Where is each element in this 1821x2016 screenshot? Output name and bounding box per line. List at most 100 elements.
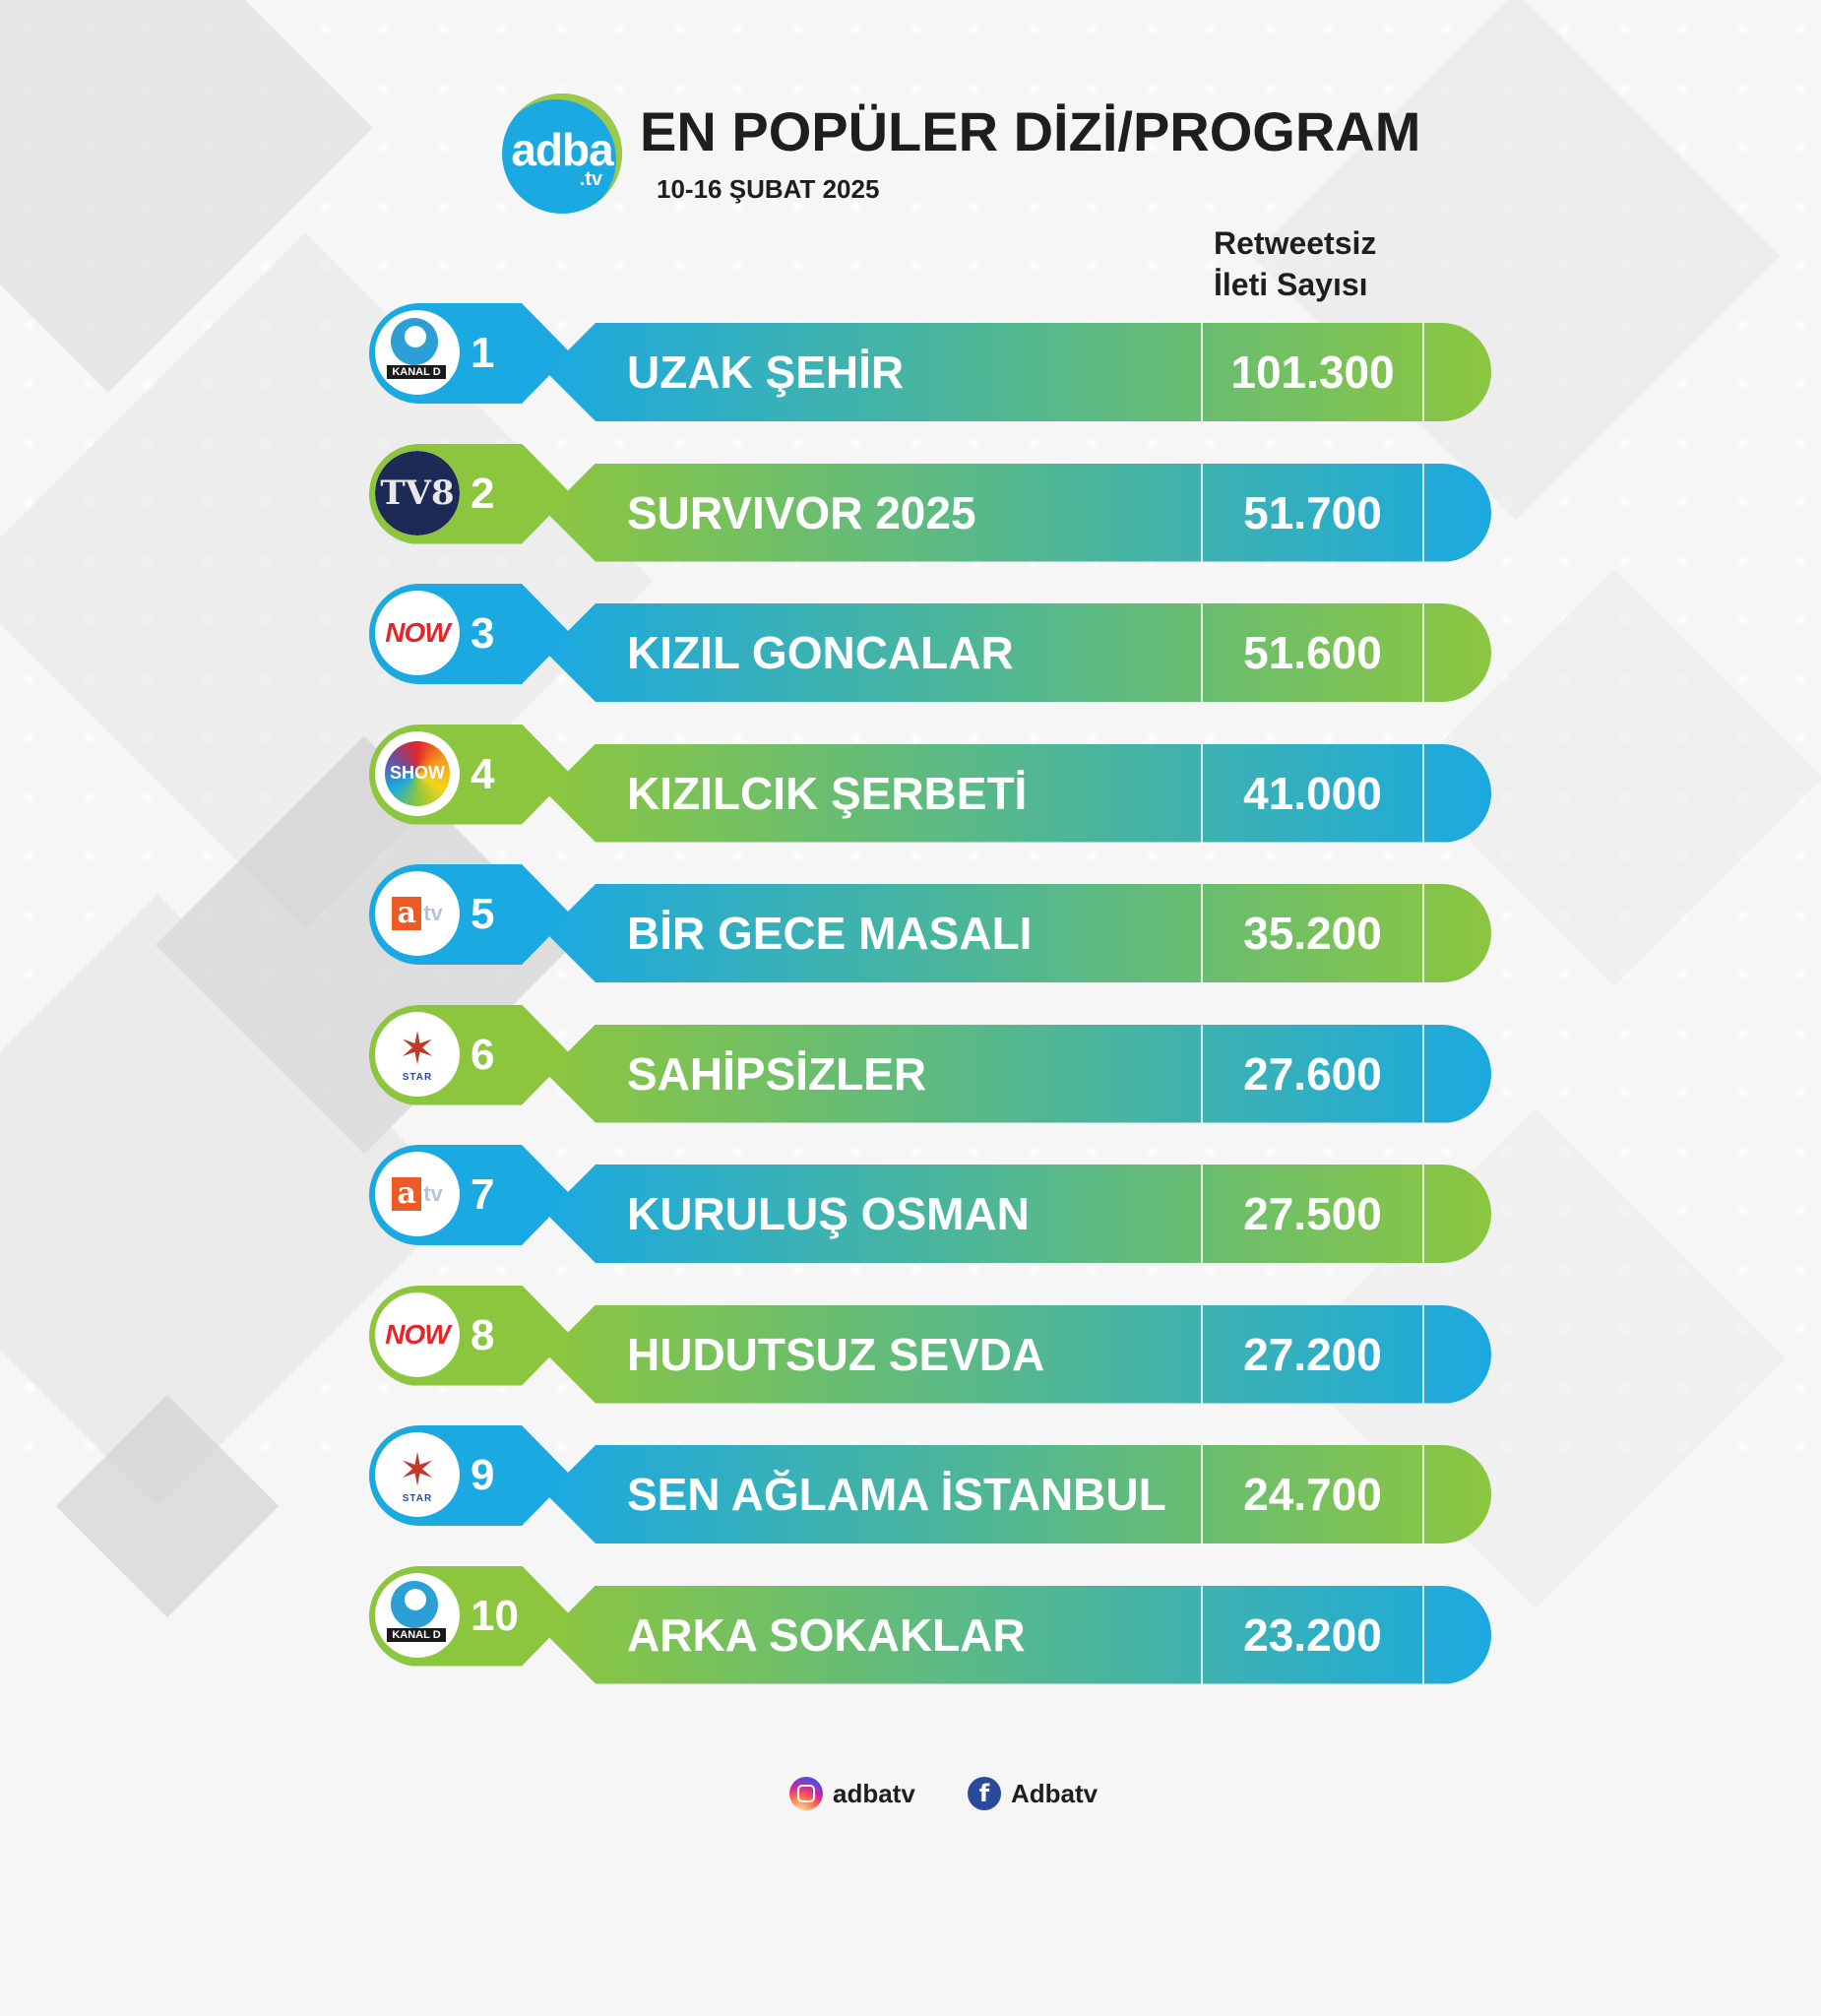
rank-number: 1 [471, 329, 495, 377]
divider [1422, 1304, 1424, 1404]
rank-number: 3 [471, 609, 495, 658]
channel-label: TV8 [380, 472, 455, 513]
divider [1422, 1024, 1424, 1123]
show-logo-icon: SHOW [385, 740, 450, 806]
rank-number: 9 [471, 1451, 495, 1499]
channel-label: SHOW [390, 763, 445, 783]
rank-number: 4 [471, 749, 495, 798]
channel-label: STAR [402, 1492, 433, 1504]
program-name: SAHİPSİZLER [627, 1047, 927, 1100]
channel-label: NOW [385, 617, 450, 648]
post-count: 41.000 [1243, 767, 1382, 819]
program-bar: KIZILCIK ŞERBETİ 41.000 [546, 743, 1491, 843]
channel-logo: a tv [375, 871, 460, 956]
divider [1201, 603, 1203, 702]
post-count: 27.500 [1243, 1188, 1382, 1239]
facebook-icon: f [968, 1777, 1001, 1810]
divider [1201, 1445, 1203, 1544]
rank-number: 7 [471, 1170, 495, 1219]
column-header-line2: İleti Sayısı [1214, 267, 1368, 302]
program-bar: SAHİPSİZLER 27.600 [546, 1024, 1491, 1123]
program-bar: ARKA SOKAKLAR 23.200 [546, 1585, 1491, 1684]
program-bar: SEN AĞLAMA İSTANBUL 24.700 [546, 1445, 1491, 1544]
post-count: 101.300 [1230, 346, 1395, 398]
date-range: 10-16 ŞUBAT 2025 [657, 174, 880, 204]
program-name: UZAK ŞEHİR [627, 346, 905, 398]
instagram-link[interactable]: adbatv [789, 1777, 915, 1810]
divider [1201, 743, 1203, 843]
post-count: 27.600 [1243, 1047, 1382, 1100]
ranking-row: TV8 2 SURVIVOR 2025 51.700 [369, 443, 1491, 566]
divider [1201, 1024, 1203, 1123]
channel-logo: ✶ STAR [375, 1432, 460, 1517]
divider [1201, 1585, 1203, 1684]
post-count: 24.700 [1243, 1469, 1382, 1520]
divider [1422, 1585, 1424, 1684]
facebook-link[interactable]: f Adbatv [968, 1777, 1098, 1810]
channel-logo: TV8 [375, 450, 460, 536]
program-bar: HUDUTSUZ SEVDA 27.200 [546, 1304, 1491, 1404]
rank-number: 8 [471, 1310, 495, 1359]
program-bar: BİR GECE MASALI 35.200 [546, 884, 1491, 982]
ranking-row: KANAL D 10 ARKA SOKAKLAR 23.200 [369, 1565, 1491, 1688]
channel-label: STAR [402, 1072, 433, 1083]
program-bar: KURULUŞ OSMAN 27.500 [546, 1165, 1491, 1263]
divider [1422, 1445, 1424, 1544]
rank-number: 2 [471, 469, 495, 518]
channel-logo: KANAL D [375, 1572, 460, 1658]
program-name: SEN AĞLAMA İSTANBUL [627, 1469, 1166, 1520]
divider [1422, 743, 1424, 843]
divider [1422, 1165, 1424, 1263]
rank-number: 6 [471, 1030, 495, 1079]
divider [1201, 1304, 1203, 1404]
rank-number: 5 [471, 890, 495, 938]
kanal-d-logo-icon: KANAL D [375, 1573, 460, 1658]
now-logo-icon: NOW [385, 1318, 450, 1351]
ranking-row: a tv 5 BİR GECE MASALI 35.200 [369, 864, 1491, 986]
rank-number: 10 [471, 1591, 519, 1640]
column-header: Retweetsiz İleti Sayısı [1214, 222, 1376, 305]
adba-tv-logo: adba .tv [502, 94, 622, 214]
program-bar: SURVIVOR 2025 51.700 [546, 463, 1491, 562]
channel-logo: a tv [375, 1152, 460, 1236]
ranking-row: SHOW 4 KIZILCIK ŞERBETİ 41.000 [369, 724, 1491, 847]
channel-logo: NOW [375, 591, 460, 675]
ranking-row: ✶ STAR 9 SEN AĞLAMA İSTANBUL 24.700 [369, 1425, 1491, 1547]
post-count: 51.600 [1243, 627, 1382, 678]
divider [1422, 323, 1424, 421]
now-logo-icon: NOW [385, 617, 450, 649]
program-name: ARKA SOKAKLAR [627, 1608, 1026, 1661]
page-title: EN POPÜLER DİZİ/PROGRAM [640, 100, 1421, 162]
channel-logo: NOW [375, 1292, 460, 1377]
ranking-row: ✶ STAR 6 SAHİPSİZLER 27.600 [369, 1004, 1491, 1127]
star-logo-icon: ✶ STAR [398, 1443, 437, 1504]
divider [1201, 1165, 1203, 1263]
facebook-handle: Adbatv [1011, 1778, 1099, 1808]
channel-label: NOW [385, 1318, 450, 1350]
channel-label: KANAL D [387, 365, 446, 379]
ranking-row: a tv 7 KURULUŞ OSMAN 27.500 [369, 1145, 1491, 1267]
program-bar: UZAK ŞEHİR 101.300 [546, 323, 1491, 421]
program-name: HUDUTSUZ SEVDA [627, 1328, 1045, 1380]
program-name: KURULUŞ OSMAN [627, 1188, 1030, 1239]
post-count: 35.200 [1243, 908, 1382, 959]
channel-label: KANAL D [387, 1627, 446, 1642]
atv-logo-icon: a tv [392, 1177, 443, 1211]
program-name: KIZIL GONCALAR [627, 627, 1014, 678]
channel-logo: ✶ STAR [375, 1011, 460, 1097]
program-name: KIZILCIK ŞERBETİ [627, 767, 1028, 819]
program-name: BİR GECE MASALI [627, 908, 1033, 959]
logo-sub: .tv [579, 168, 602, 190]
divider [1422, 603, 1424, 702]
divider [1422, 884, 1424, 982]
divider [1422, 463, 1424, 562]
channel-logo: KANAL D [375, 310, 460, 395]
post-count: 27.200 [1243, 1328, 1382, 1380]
divider [1201, 323, 1203, 421]
ranking-row: NOW 8 HUDUTSUZ SEVDA 27.200 [369, 1285, 1491, 1408]
kanal-d-logo-icon: KANAL D [375, 310, 460, 395]
instagram-handle: adbatv [833, 1778, 915, 1808]
logo-text: adba [511, 124, 613, 175]
channel-logo: SHOW [375, 730, 460, 816]
